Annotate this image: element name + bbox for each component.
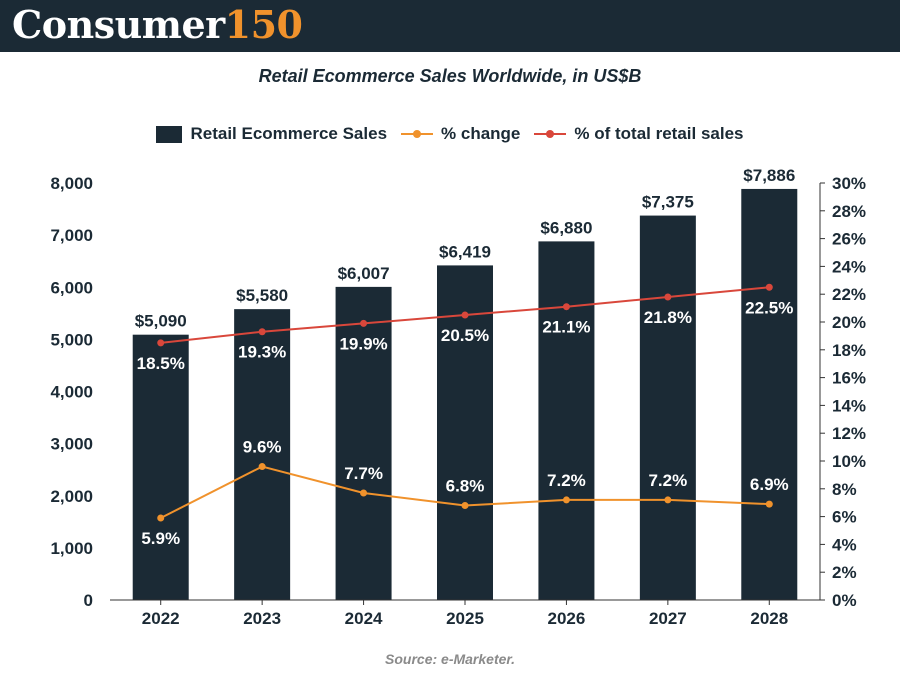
pct-change-point — [360, 489, 368, 497]
y-left-tick-label: 6,000 — [50, 278, 93, 297]
pct-change-label: 7.7% — [344, 464, 383, 483]
y-left-tick-label: 1,000 — [50, 539, 93, 558]
y-right-tick-label: 8% — [832, 480, 857, 499]
pct-change-point — [461, 501, 469, 509]
legend-swatch-pct-change — [401, 128, 434, 140]
y-left-tick-label: 2,000 — [50, 487, 93, 506]
bar-value-label: $6,007 — [338, 264, 390, 283]
y-right-tick-label: 30% — [832, 174, 866, 193]
x-tick-label: 2025 — [446, 609, 484, 628]
bar-2023 — [234, 309, 291, 600]
y-right-tick-label: 4% — [832, 535, 857, 554]
pct-retail-label: 19.9% — [339, 334, 387, 353]
y-left-tick-label: 3,000 — [50, 435, 93, 454]
brand-logo: Consumer150 — [12, 2, 303, 47]
pct-change-label: 6.8% — [446, 476, 485, 495]
y-left-tick-label: 8,000 — [50, 174, 93, 193]
pct-change-label: 9.6% — [243, 438, 282, 457]
bar-2024 — [335, 286, 392, 600]
pct-change-point — [258, 463, 266, 471]
legend-swatch-pct-retail — [534, 128, 567, 140]
pct-retail-label: 18.5% — [137, 354, 185, 373]
pct-change-label: 6.9% — [750, 475, 789, 494]
brand-header: Consumer150 — [0, 0, 900, 52]
bar-2026 — [538, 241, 595, 600]
x-tick-label: 2023 — [243, 609, 281, 628]
pct-retail-point — [765, 283, 773, 291]
bar-value-label: $6,419 — [439, 242, 491, 261]
y-right-tick-label: 26% — [832, 230, 866, 249]
y-right-tick-label: 0% — [832, 591, 857, 610]
pct-change-label: 5.9% — [141, 529, 180, 548]
source-note: Source: e-Marketer. — [385, 651, 515, 667]
chart-title: Retail Ecommerce Sales Worldwide, in US$… — [258, 66, 642, 86]
y-right-tick-label: 22% — [832, 285, 866, 304]
bar-2028 — [741, 188, 798, 600]
y-right-tick-label: 24% — [832, 257, 866, 276]
pct-change-label: 7.2% — [648, 471, 687, 490]
brand-logo-word: Consumer — [12, 2, 225, 47]
bar-value-label: $6,880 — [540, 218, 592, 237]
y-left-tick-label: 4,000 — [50, 383, 93, 402]
legend-item-sales: Retail Ecommerce Sales — [156, 124, 387, 144]
bar-value-label: $7,375 — [642, 193, 694, 212]
bar-value-label: $7,886 — [743, 166, 795, 185]
x-tick-label: 2027 — [649, 609, 687, 628]
y-right-tick-label: 10% — [832, 452, 866, 471]
chart-legend: Retail Ecommerce Sales % change % of tot… — [0, 124, 900, 144]
brand-logo-number: 150 — [224, 2, 303, 47]
y-left-tick-label: 5,000 — [50, 330, 93, 349]
bar-2027 — [639, 215, 696, 600]
pct-change-point — [765, 500, 773, 508]
pct-retail-point — [461, 311, 469, 319]
bar-value-label: $5,090 — [135, 312, 187, 331]
y-right-tick-label: 12% — [832, 424, 866, 443]
y-right-tick-label: 18% — [832, 341, 866, 360]
legend-label-sales: Retail Ecommerce Sales — [190, 124, 388, 143]
pct-change-point — [664, 496, 672, 504]
bar-value-label: $5,580 — [236, 286, 288, 305]
legend-item-pct-retail: % of total retail sales — [534, 124, 744, 144]
pct-change-label: 7.2% — [547, 471, 586, 490]
bar-2022 — [132, 334, 189, 600]
x-tick-label: 2026 — [548, 609, 586, 628]
pct-retail-point — [157, 339, 165, 347]
legend-label-pct-change: % change — [441, 124, 521, 143]
x-tick-label: 2024 — [345, 609, 383, 628]
pct-change-point — [157, 514, 165, 522]
y-right-tick-label: 6% — [832, 508, 857, 527]
x-tick-label: 2022 — [142, 609, 180, 628]
pct-retail-label: 21.1% — [542, 318, 590, 337]
legend-swatch-bar — [156, 125, 183, 143]
x-tick-label: 2028 — [750, 609, 788, 628]
pct-retail-point — [258, 328, 266, 336]
y-right-tick-label: 2% — [832, 563, 857, 582]
pct-retail-label: 19.3% — [238, 343, 286, 362]
pct-retail-point — [664, 293, 672, 301]
y-right-tick-label: 16% — [832, 369, 866, 388]
pct-retail-point — [360, 319, 368, 327]
y-right-tick-label: 28% — [832, 202, 866, 221]
legend-label-pct-retail: % of total retail sales — [574, 124, 744, 143]
y-left-tick-label: 0 — [84, 591, 93, 610]
pct-retail-label: 21.8% — [644, 308, 692, 327]
pct-retail-label: 20.5% — [441, 326, 489, 345]
pct-change-point — [562, 496, 570, 504]
y-right-tick-label: 20% — [832, 313, 866, 332]
legend-item-pct-change: % change — [401, 124, 520, 144]
pct-retail-point — [562, 303, 570, 311]
pct-retail-label: 22.5% — [745, 298, 793, 317]
y-right-tick-label: 14% — [832, 396, 866, 415]
bar-2025 — [437, 265, 493, 600]
y-left-tick-label: 7,000 — [50, 226, 93, 245]
